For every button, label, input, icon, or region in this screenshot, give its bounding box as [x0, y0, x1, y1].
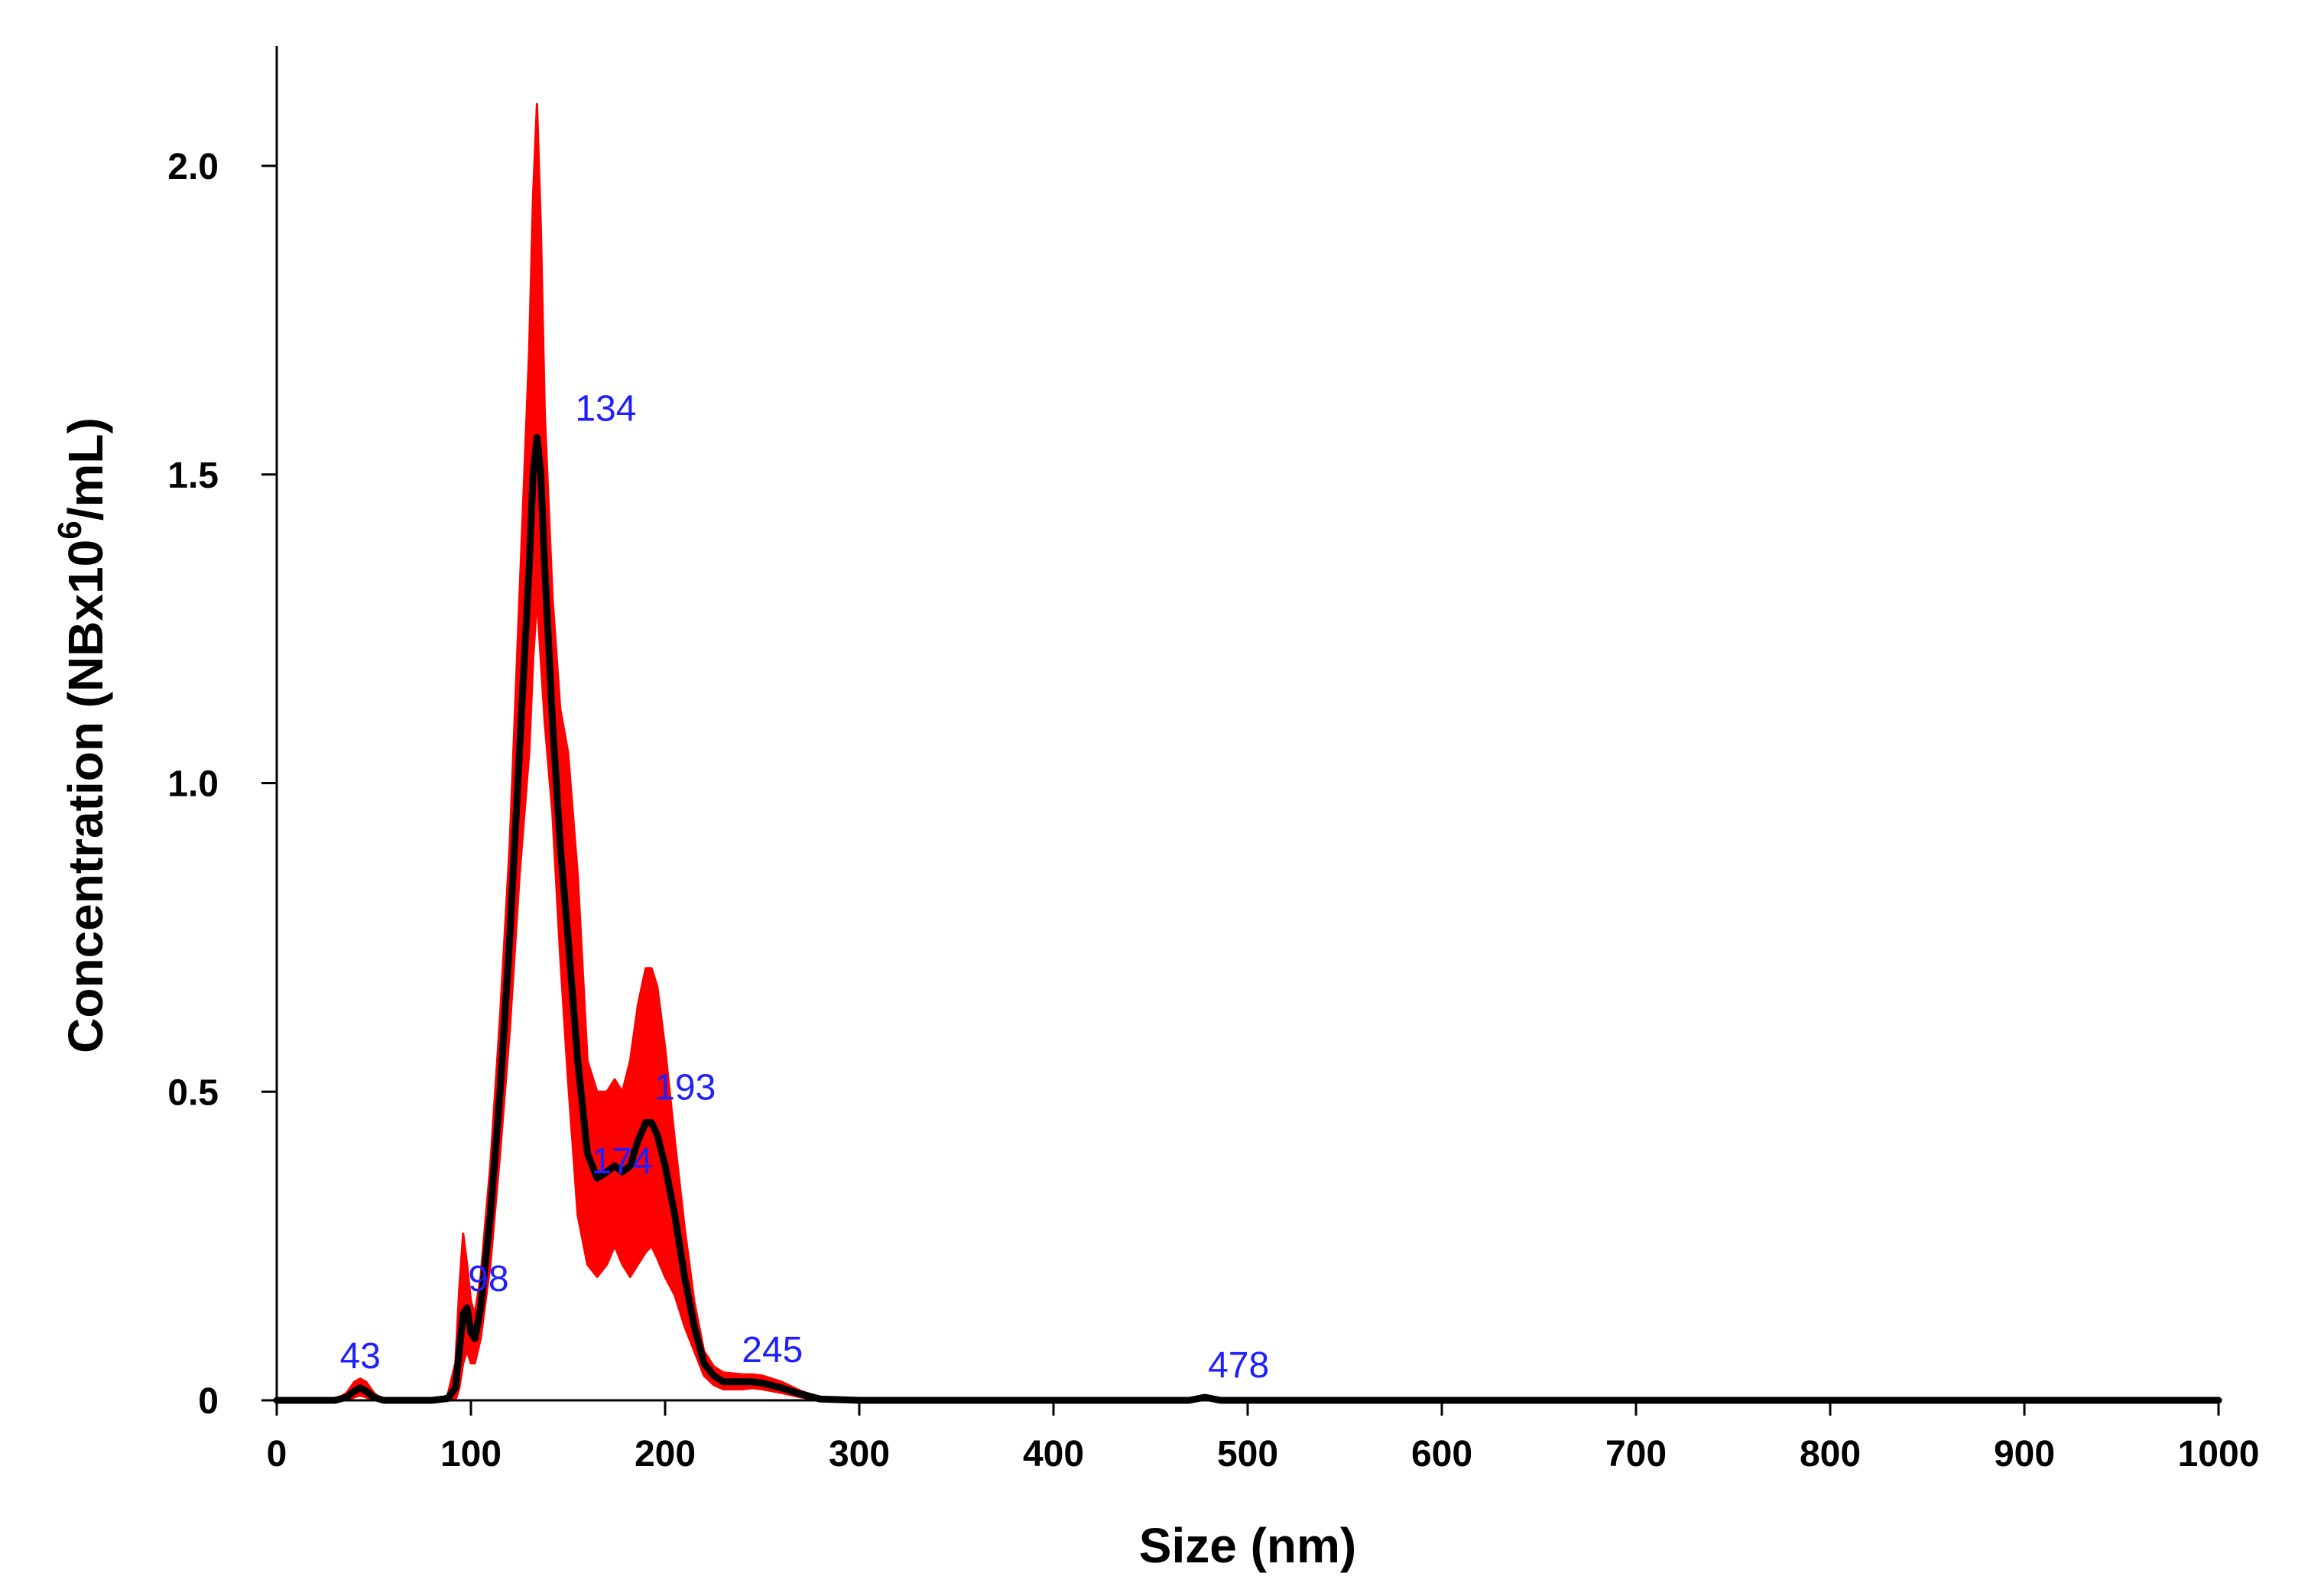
peak-label: 245 [742, 1330, 803, 1371]
axes [275, 46, 2219, 1402]
peak-label: 193 [654, 1068, 716, 1108]
y-tick-label: 0.5 [167, 1072, 219, 1113]
x-tick-label: 0 [267, 1434, 287, 1474]
x-tick-label: 400 [1023, 1434, 1084, 1474]
peak-label: 174 [592, 1141, 653, 1182]
mean-line-layer [273, 433, 2222, 1404]
x-tick-label: 900 [1994, 1434, 2055, 1474]
x-tick-label: 500 [1217, 1434, 1278, 1474]
x-tick-label: 600 [1411, 1434, 1472, 1474]
y-axis-title-superscript: 6 [51, 521, 89, 539]
x-axis-title: Size (nm) [1139, 1518, 1356, 1573]
x-tick-label: 800 [1800, 1434, 1861, 1474]
y-ticks: 0 0.5 1.0 1.5 2.0 [167, 147, 277, 1422]
x-ticks: 0 100 200 300 400 500 600 700 800 900 1000 [267, 1400, 2260, 1474]
error-band-layer [275, 102, 2220, 1402]
x-tick-label: 100 [440, 1434, 502, 1474]
y-axis-title-suffix: /mL) [58, 417, 113, 521]
x-tick-label: 700 [1605, 1434, 1667, 1474]
y-axis-title-prefix: Concentration (NBx10 [58, 540, 113, 1053]
x-tick-label: 300 [829, 1434, 890, 1474]
x-tick-label: 200 [635, 1434, 696, 1474]
y-tick-label: 0 [198, 1381, 219, 1422]
error-band-area [275, 102, 2220, 1402]
y-axis-title: Concentration (NBx106/mL) [51, 417, 113, 1053]
y-tick-label: 1.5 [167, 456, 219, 496]
peak-label: 478 [1208, 1345, 1269, 1386]
y-tick-label: 1.0 [167, 764, 219, 805]
peak-label: 43 [340, 1336, 381, 1377]
y-tick-label: 2.0 [167, 147, 219, 187]
peak-label: 134 [575, 388, 636, 429]
x-tick-label: 1000 [2178, 1434, 2260, 1474]
mean-concentration-line [273, 433, 2222, 1404]
peak-label: 98 [468, 1259, 508, 1299]
